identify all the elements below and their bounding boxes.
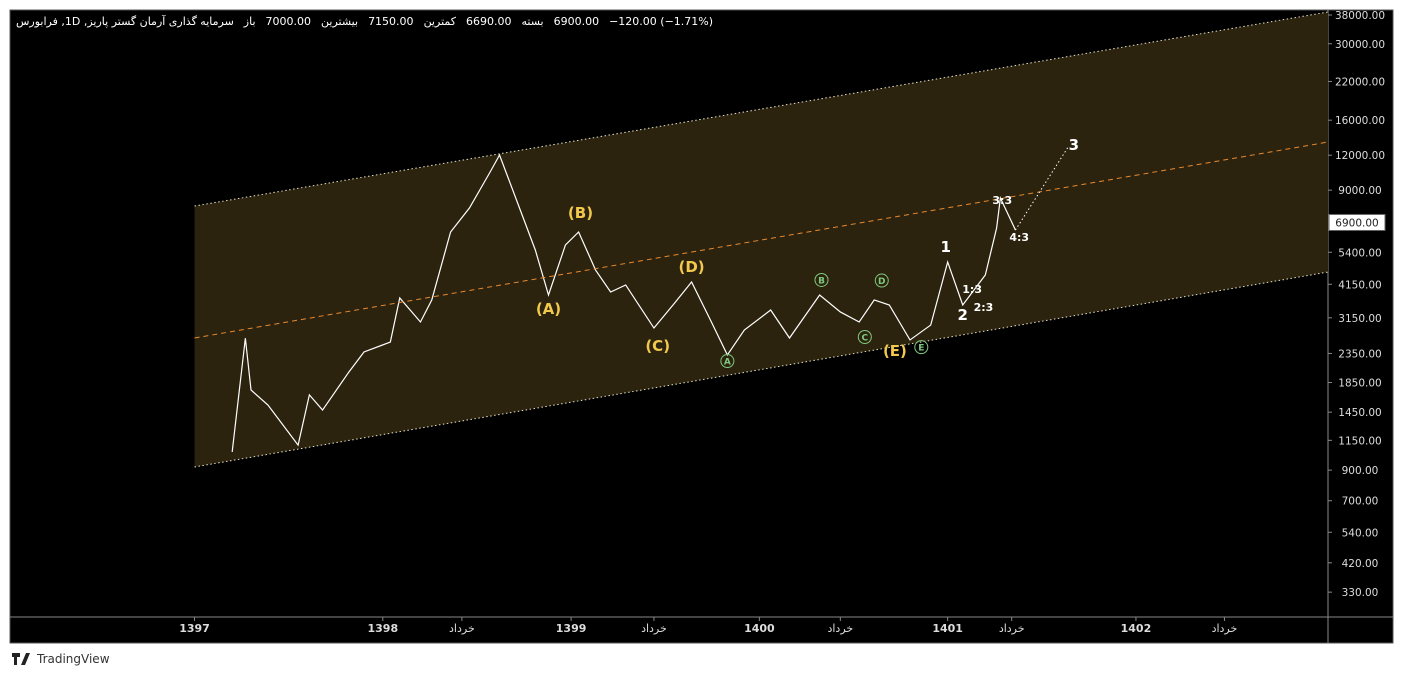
y-tick-label: 30000.00 xyxy=(1335,39,1385,51)
x-tick-label: خرداد xyxy=(449,622,475,635)
wave-label: 2 xyxy=(958,306,968,324)
x-tick-label: 1402 xyxy=(1121,622,1152,635)
drawing-line xyxy=(194,141,1328,339)
x-tick-label: 1397 xyxy=(179,622,210,635)
wave-label: (E) xyxy=(883,342,907,360)
y-tick-label: 1850.00 xyxy=(1338,378,1381,390)
wave-label: (A) xyxy=(536,300,561,318)
wave-label: (B) xyxy=(568,204,593,222)
x-tick-label: خرداد xyxy=(1212,622,1238,635)
close-label: بسته xyxy=(521,15,544,28)
wave-label: 2:3 xyxy=(974,301,994,314)
y-tick-label: 1450.00 xyxy=(1338,407,1381,419)
footer[interactable]: TradingView xyxy=(12,652,110,666)
y-tick-label: 38000.00 xyxy=(1335,10,1385,22)
wave-label: B xyxy=(818,276,825,286)
symbol-title: سرمایه گذاری آرمان گستر پاریز, 1D, فرابو… xyxy=(16,15,234,28)
y-tick-label: 700.00 xyxy=(1342,496,1379,508)
wave-label: E xyxy=(918,344,924,354)
wave-label: C xyxy=(862,334,869,344)
x-tick-label: خرداد xyxy=(827,622,853,635)
wave-label: 1:3 xyxy=(962,283,982,296)
logo xyxy=(12,653,30,665)
x-tick-label: 1399 xyxy=(556,622,587,635)
open-value: 7000.00 xyxy=(265,15,312,28)
plot-area: (A) (B) (C) (D) (E) A B C D E 1 2 1:3 2:3 3:3 4:3 3 xyxy=(194,11,1328,468)
open-label: باز xyxy=(243,15,256,28)
wave-label: (D) xyxy=(679,258,705,276)
high-label: بیشترین xyxy=(321,15,359,28)
x-tick-label: 1400 xyxy=(744,622,775,635)
y-tick-label: 12000.00 xyxy=(1335,150,1385,162)
y-tick-label: 420.00 xyxy=(1342,558,1379,570)
last-price-label: 6900.00 xyxy=(1335,217,1378,229)
wave-label: 3:3 xyxy=(992,194,1012,207)
wave-circle xyxy=(720,354,735,369)
wave-circle xyxy=(857,330,872,345)
wave-circle xyxy=(814,272,829,287)
wave-circle xyxy=(914,340,929,355)
legend-header: سرمایه گذاری آرمان گستر پاریز, 1D, فرابو… xyxy=(16,15,713,28)
plot: (A) (B) (C) (D) (E) A B C D E 1 2 1:3 2:3 3:3 4:3 3 38000… xyxy=(179,10,1386,635)
x-tick-label: خرداد xyxy=(999,622,1025,635)
y-tick-label: 16000.00 xyxy=(1335,115,1385,127)
wave-label: A xyxy=(724,358,731,368)
low-label: کمترین xyxy=(423,15,456,28)
wave-label: 4:3 xyxy=(1009,231,1029,244)
y-tick-label: 3150.00 xyxy=(1338,313,1381,325)
y-tick-label: 4150.00 xyxy=(1338,279,1381,291)
y-tick-label: 22000.00 xyxy=(1335,76,1385,88)
drawing-line xyxy=(1015,146,1069,231)
change: −120.00 (−1.71%) xyxy=(609,15,714,28)
y-tick-label: 2350.00 xyxy=(1338,348,1381,360)
low-value: 6690.00 xyxy=(465,15,512,28)
wave-circle xyxy=(874,273,889,288)
price-line xyxy=(231,153,1016,453)
high-value: 7150.00 xyxy=(368,15,414,28)
y-tick-label: 5400.00 xyxy=(1338,247,1381,259)
y-tick-label: 1150.00 xyxy=(1338,435,1381,447)
close-value: 6900.00 xyxy=(553,15,600,28)
x-tick-label: 1398 xyxy=(367,622,398,635)
x-tick-label: 1401 xyxy=(932,622,963,635)
y-tick-label: 9000.00 xyxy=(1338,185,1381,197)
last-price-tag xyxy=(1328,213,1386,231)
wave-label: (C) xyxy=(645,337,670,355)
wave-label: 1 xyxy=(941,238,951,256)
x-tick-label: خرداد xyxy=(641,622,667,635)
wave-label: D xyxy=(878,277,885,287)
channel-fill xyxy=(194,12,1328,467)
y-tick-label: 330.00 xyxy=(1342,587,1379,599)
y-tick-label: 540.00 xyxy=(1342,527,1379,539)
brand: TradingView xyxy=(37,652,110,666)
wave-label: 3 xyxy=(1069,136,1079,154)
y-tick-label: 900.00 xyxy=(1342,465,1379,477)
